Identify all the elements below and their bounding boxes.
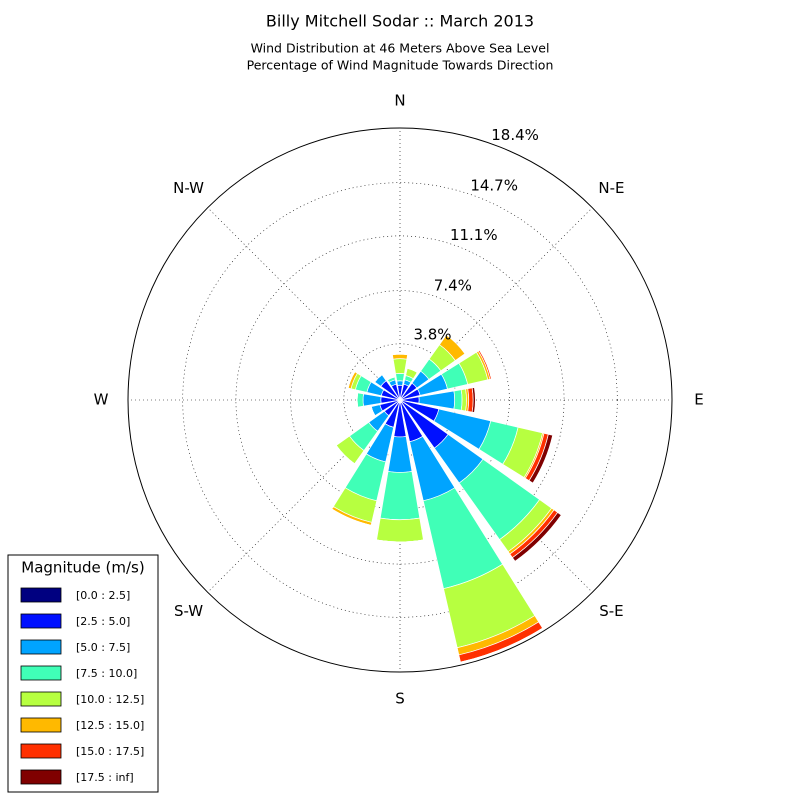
wind-bar-segment <box>454 390 462 410</box>
direction-label: N-E <box>598 179 624 197</box>
legend-swatch <box>21 614 61 628</box>
legend: Magnitude (m/s) [0.0 : 2.5] [2.5 : 5.0] [5… <box>8 555 158 792</box>
legend-swatch <box>21 770 61 784</box>
wind-bar-segment <box>393 359 407 374</box>
legend-label: [2.5 : 5.0] <box>76 615 130 628</box>
direction-label: S-W <box>174 602 203 620</box>
radial-tick-label: 3.8% <box>413 326 451 344</box>
radial-tick-label: 18.4% <box>491 126 539 144</box>
wind-bar-segment <box>357 393 363 407</box>
direction-label: W <box>94 391 109 409</box>
legend-swatch <box>21 666 61 680</box>
direction-label: E <box>694 391 703 409</box>
legend-label: [17.5 : inf] <box>76 771 134 784</box>
legend-label: [15.0 : 17.5] <box>76 745 144 758</box>
wind-bar-segment <box>377 518 424 542</box>
legend-swatch <box>21 640 61 654</box>
radial-tick-label: 11.1% <box>450 226 498 244</box>
chart-subtitle: Wind Distribution at 46 Meters Above Sea… <box>251 41 550 56</box>
legend-swatch <box>21 718 61 732</box>
wind-bar-segment <box>397 381 403 386</box>
direction-label: S-E <box>599 602 623 620</box>
direction-label: N-W <box>173 179 204 197</box>
direction-label: S <box>395 690 405 708</box>
wind-bar-segment <box>396 373 405 381</box>
legend-label: [0.0 : 2.5] <box>76 589 130 602</box>
legend-swatch <box>21 692 61 706</box>
legend-label: [12.5 : 15.0] <box>76 719 144 732</box>
legend-title: Magnitude (m/s) <box>21 559 144 577</box>
legend-label: [10.0 : 12.5] <box>76 693 144 706</box>
legend-label: [5.0 : 7.5] <box>76 641 130 654</box>
wind-bar-segment <box>392 354 407 359</box>
legend-swatch <box>21 744 61 758</box>
chart-title: Billy Mitchell Sodar :: March 2013 <box>266 12 534 31</box>
radial-tick-label: 14.7% <box>470 177 518 195</box>
legend-label: [7.5 : 10.0] <box>76 667 137 680</box>
legend-swatch <box>21 588 61 602</box>
direction-label: N <box>394 92 405 110</box>
radial-tick-label: 7.4% <box>434 276 472 294</box>
chart-subtitle: Percentage of Wind Magnitude Towards Dir… <box>247 58 554 73</box>
